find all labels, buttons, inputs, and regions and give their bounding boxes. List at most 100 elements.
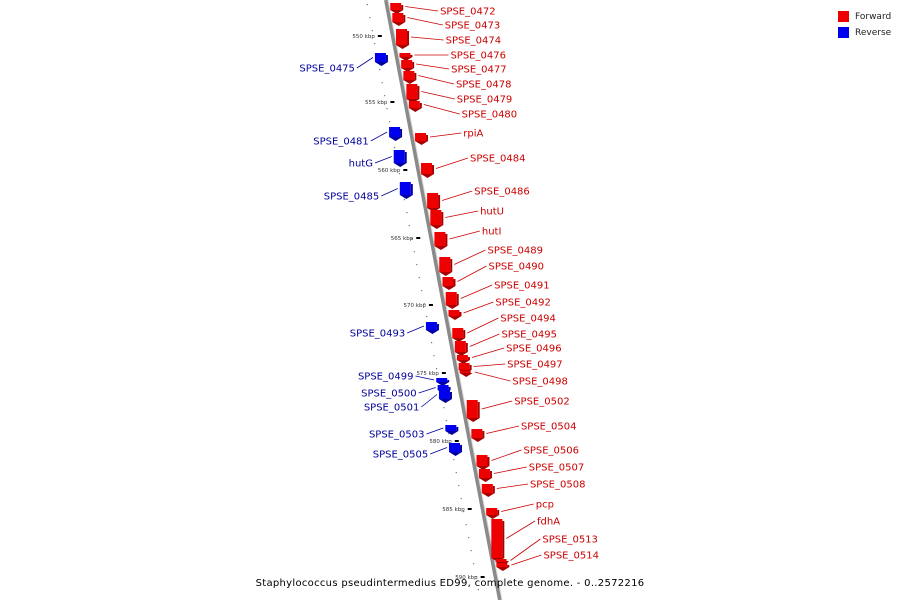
gene-block[interactable] (427, 193, 441, 212)
gene-block[interactable] (425, 322, 439, 334)
gene-block[interactable] (392, 13, 406, 26)
gene-leader-line (423, 104, 460, 115)
gene-block[interactable] (421, 163, 435, 178)
gene-label[interactable]: SPSE_0501 (364, 403, 420, 414)
ruler-tick-label: 560 kbp (378, 168, 401, 174)
gene-label[interactable]: SPSE_0492 (495, 298, 551, 309)
gene-block[interactable] (403, 71, 417, 84)
gene-block[interactable] (436, 378, 450, 386)
gene-block[interactable] (401, 60, 415, 72)
gene-label[interactable]: SPSE_0479 (457, 95, 513, 106)
gene-leader-line (473, 363, 506, 367)
gene-block[interactable] (434, 232, 448, 250)
gene-label[interactable]: SPSE_0503 (369, 430, 425, 441)
gene-label[interactable]: SPSE_0485 (324, 192, 380, 203)
ruler-tick-label: 555 kbp (365, 100, 388, 106)
gene-label[interactable]: SPSE_0478 (456, 80, 512, 91)
gene-block[interactable] (478, 469, 492, 482)
gene-label[interactable]: SPSE_0508 (530, 480, 586, 491)
gene-block[interactable] (491, 519, 505, 562)
gene-label[interactable]: SPSE_0490 (489, 262, 545, 273)
ruler-tick-label: 590 kbp (455, 575, 478, 581)
gene-block[interactable] (396, 29, 410, 49)
gene-label[interactable]: SPSE_0498 (512, 377, 568, 388)
gene-block[interactable] (449, 443, 463, 456)
gene-label[interactable]: rpiA (463, 129, 483, 140)
gene-label[interactable]: SPSE_0494 (500, 314, 556, 325)
gene-leader-line (407, 325, 425, 334)
gene-block[interactable] (406, 84, 420, 103)
gene-leader-line (410, 36, 444, 41)
gene-block[interactable] (438, 390, 452, 403)
gene-label[interactable]: SPSE_0489 (488, 246, 544, 257)
gene-label[interactable]: fdhA (537, 517, 560, 528)
gene-label[interactable]: SPSE_0502 (514, 397, 570, 408)
gene-block[interactable] (496, 563, 510, 571)
gene-label[interactable]: SPSE_0477 (451, 65, 507, 76)
gene-block[interactable] (408, 101, 422, 112)
gene-leader-line (501, 503, 534, 512)
gene-label[interactable]: SPSE_0497 (507, 360, 563, 371)
gene-block[interactable] (448, 310, 462, 320)
gene-block[interactable] (459, 371, 473, 377)
gene-leader-line (506, 520, 536, 539)
gene-label[interactable]: hutU (480, 207, 504, 218)
gene-block[interactable] (399, 182, 413, 199)
gene-leader-line (429, 132, 462, 138)
gene-label[interactable]: SPSE_0514 (543, 551, 599, 562)
gene-label[interactable]: SPSE_0473 (445, 21, 501, 32)
gene-block[interactable] (452, 328, 466, 342)
gene-block[interactable] (454, 341, 468, 356)
legend-reverse: Reverse (838, 25, 891, 40)
gene-block[interactable] (486, 508, 500, 519)
gene-label[interactable]: SPSE_0484 (470, 154, 526, 165)
gene-label[interactable]: SPSE_0496 (506, 344, 562, 355)
gene-block[interactable] (466, 400, 480, 422)
gene-block[interactable] (439, 257, 453, 276)
gene-label[interactable]: SPSE_0480 (462, 110, 518, 121)
gene-leader-line (405, 6, 439, 12)
gene-label[interactable]: SPSE_0500 (361, 389, 417, 400)
gene-label[interactable]: SPSE_0486 (474, 187, 530, 198)
gene-leader-line (449, 230, 480, 240)
gene-block[interactable] (374, 53, 388, 66)
gene-label[interactable]: SPSE_0474 (446, 36, 502, 47)
gene-block[interactable] (445, 425, 459, 435)
gene-label[interactable]: SPSE_0507 (529, 463, 585, 474)
gene-leader-line (481, 400, 513, 410)
gene-label[interactable]: SPSE_0495 (501, 330, 556, 341)
gene-block[interactable] (456, 355, 470, 364)
ruler-tick (454, 440, 459, 442)
gene-label[interactable]: SPSE_0504 (521, 422, 577, 433)
gene-block[interactable] (471, 429, 485, 442)
gene-block[interactable] (481, 484, 495, 497)
ruler-tick (390, 101, 395, 103)
gene-label[interactable]: SPSE_0513 (542, 535, 598, 546)
gene-label[interactable]: SPSE_0499 (358, 372, 414, 383)
gene-label[interactable]: SPSE_0493 (350, 329, 406, 340)
gene-label[interactable]: SPSE_0491 (494, 281, 550, 292)
legend-forward: Forward (838, 9, 891, 24)
ruler-tick (377, 35, 382, 37)
gene-label[interactable]: SPSE_0505 (373, 450, 429, 461)
gene-block[interactable] (390, 3, 404, 14)
gene-label[interactable]: SPSE_0481 (313, 137, 369, 148)
gene-block[interactable] (393, 150, 407, 167)
gene-block[interactable] (476, 455, 490, 470)
gene-block[interactable] (389, 127, 403, 141)
gene-label[interactable]: pcp (536, 500, 554, 511)
gene-label[interactable]: SPSE_0476 (450, 51, 506, 62)
gene-block[interactable] (415, 133, 429, 145)
gene-block[interactable] (430, 210, 444, 229)
gene-block[interactable] (442, 277, 456, 290)
ruler-tick (416, 237, 421, 239)
gene-block[interactable] (399, 53, 413, 61)
gene-label[interactable]: SPSE_0506 (524, 446, 580, 457)
gene-label[interactable]: hutI (482, 227, 502, 238)
gene-labels: SPSE_0472 SPSE_0473 SPSE_0474 SPSE_0476 SPSE… (299, 6, 599, 566)
gene-label[interactable]: SPSE_0472 (440, 7, 496, 18)
gene-block[interactable] (445, 292, 459, 309)
gene-leader-line (496, 483, 529, 489)
gene-label[interactable]: SPSE_0475 (299, 64, 355, 75)
gene-label[interactable]: hutG (349, 159, 373, 170)
